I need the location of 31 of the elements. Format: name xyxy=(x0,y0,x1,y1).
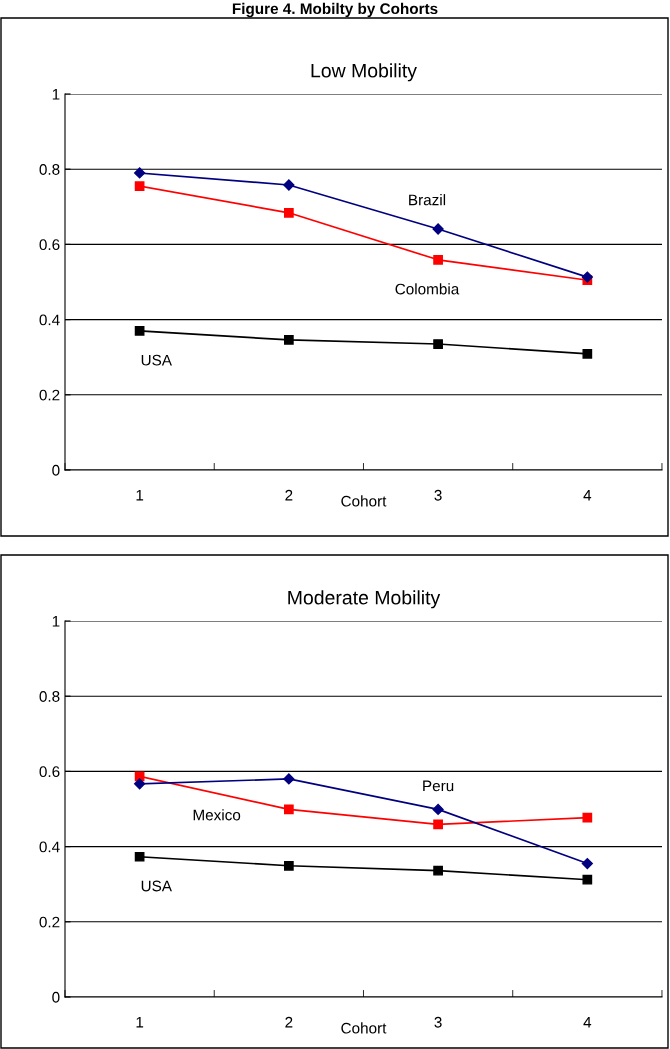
y-tick-label: 0.4 xyxy=(39,841,60,853)
caption: Figure 4. Mobilty by Cohorts xyxy=(232,2,438,18)
x-tick-label: 2 xyxy=(285,489,293,501)
y-tick-label: 0.2 xyxy=(39,916,60,928)
y-tick-label: 1 xyxy=(52,616,60,627)
series-label: Peru xyxy=(423,780,454,792)
x-axis-title: Cohort xyxy=(341,1022,387,1034)
x-tick-label: 3 xyxy=(434,489,442,501)
y-tick-label: 0.2 xyxy=(39,389,60,401)
x-tick-label: 3 xyxy=(434,1016,442,1028)
x-tick-label: 4 xyxy=(583,1017,592,1028)
series-label: Brazil xyxy=(409,194,446,206)
y-tick-label: 0 xyxy=(52,464,60,476)
x-tick-label: 1 xyxy=(136,490,144,501)
y-tick-label: 0.4 xyxy=(39,314,60,326)
chart-title: Moderate Mobility xyxy=(288,590,441,609)
y-tick-label: 0.6 xyxy=(39,766,60,778)
x-tick-label: 4 xyxy=(583,490,592,501)
chart-title: Low Mobility xyxy=(311,63,417,82)
y-tick-label: 1 xyxy=(52,89,60,100)
x-tick-label: 1 xyxy=(136,1017,144,1028)
y-tick-label: 0.8 xyxy=(39,691,60,702)
x-axis-title: Cohort xyxy=(341,495,387,507)
series-label: Mexico xyxy=(193,809,241,821)
y-tick-label: 0.8 xyxy=(39,164,60,175)
x-tick-label: 2 xyxy=(285,1016,293,1028)
y-tick-label: 0 xyxy=(52,991,60,1003)
series-label: USA xyxy=(141,354,172,366)
series-label: USA xyxy=(141,880,172,892)
series-label: Colombia xyxy=(395,283,460,295)
y-tick-label: 0.6 xyxy=(39,239,60,251)
